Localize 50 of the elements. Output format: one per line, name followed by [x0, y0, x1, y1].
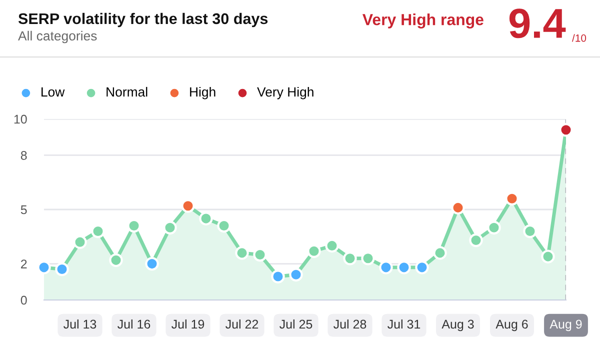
- x-tick-label: Jul 22: [226, 319, 258, 329]
- x-tick-label: Jul 31: [388, 319, 420, 329]
- x-tick-label: Jul 25: [280, 319, 312, 329]
- point: [361, 252, 375, 266]
- point: [523, 224, 537, 238]
- point: [307, 244, 321, 258]
- point: [325, 238, 339, 253]
- y-tick-label: 2: [21, 260, 27, 268]
- chart-title: SERP volatility for the last 30 days: [18, 12, 268, 28]
- point: [235, 246, 249, 260]
- x-tick-label: Jul 19: [172, 319, 204, 329]
- y-tick-label: 8: [20, 151, 27, 160]
- point: [343, 252, 357, 266]
- y-tick-label: 10: [14, 114, 27, 124]
- legend-label: High: [190, 86, 216, 100]
- point: [73, 235, 87, 249]
- y-tick-label: 5: [20, 205, 27, 214]
- point: [397, 260, 411, 274]
- point: [559, 123, 573, 137]
- point: [505, 192, 519, 206]
- point: [163, 220, 177, 234]
- chart-subtitle: All categories: [18, 30, 97, 44]
- point: [199, 212, 213, 226]
- text: Very High range: [362, 14, 484, 28]
- point: [37, 260, 51, 274]
- point: [145, 256, 159, 271]
- x-tick-label: Aug 3: [442, 320, 474, 332]
- x-tick-label: Jul 16: [118, 319, 150, 329]
- legend-label: Low: [42, 87, 65, 97]
- point: [415, 260, 429, 274]
- x-tick-label: Aug 9: [550, 320, 582, 332]
- point: [469, 233, 483, 248]
- text: 9.4: [509, 8, 566, 38]
- point: [451, 200, 465, 215]
- point: [181, 199, 195, 213]
- x-tick-label: Jul 28: [334, 319, 366, 329]
- text: /10: [572, 34, 586, 42]
- x-tick-label: Jul 13: [64, 319, 96, 329]
- point: [433, 246, 447, 260]
- point: [289, 268, 303, 282]
- y-tick-label: 0: [20, 296, 27, 305]
- point: [271, 270, 285, 284]
- legend-label: Normal: [106, 86, 148, 97]
- point: [487, 220, 501, 234]
- legend-label: Very High: [257, 86, 314, 100]
- point: [109, 253, 123, 268]
- x-tick-label: Aug 6: [496, 320, 528, 332]
- point: [541, 250, 555, 264]
- point: [55, 262, 69, 276]
- point: [379, 260, 393, 274]
